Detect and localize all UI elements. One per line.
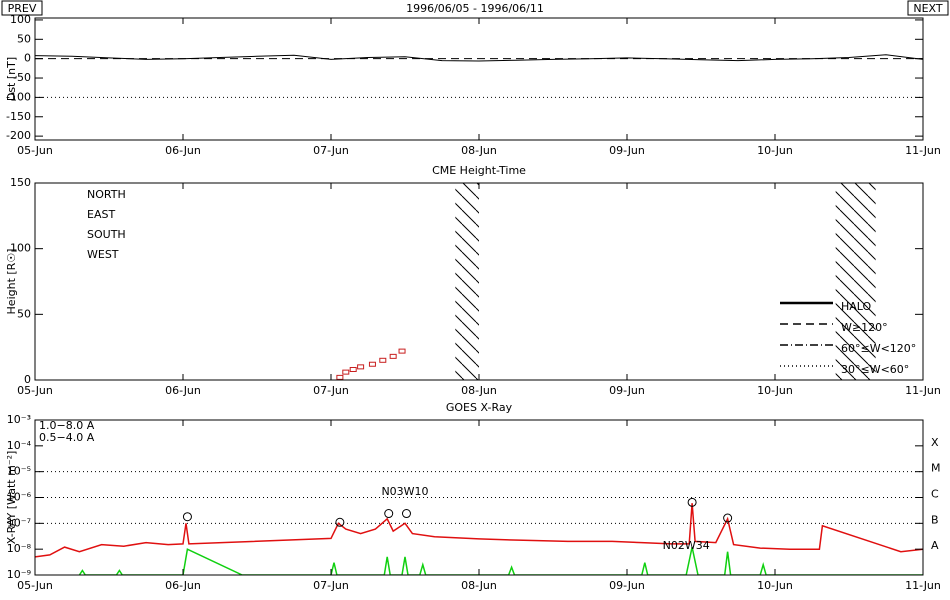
x-tick-label: 05-Jun — [17, 144, 53, 157]
x-tick-label: 11-Jun — [905, 384, 941, 397]
y-tick-label: 50 — [17, 307, 31, 320]
y-tick-label: -50 — [13, 71, 31, 84]
legend-label: SOUTH — [87, 228, 126, 241]
line-style-label: 30°≤W<60° — [841, 363, 909, 376]
y-tick-label: 0 — [24, 373, 31, 386]
series-line — [78, 546, 923, 575]
cme-point — [398, 348, 406, 354]
cme-point — [342, 369, 350, 375]
y-tick-label: 150 — [10, 176, 31, 189]
flare-class-label: B — [931, 513, 939, 526]
x-tick-label: 10-Jun — [757, 579, 793, 592]
series-line — [35, 503, 923, 558]
plot-frame — [34, 419, 924, 576]
legend-label: 0.5−4.0 A — [39, 431, 95, 444]
x-tick-label: 05-Jun — [17, 579, 53, 592]
x-tick-label: 08-Jun — [461, 579, 497, 592]
annotation: N03W10 — [381, 485, 428, 498]
x-tick-label: 10-Jun — [757, 384, 793, 397]
y-tick-label: 100 — [10, 242, 31, 255]
x-tick-label: 10-Jun — [757, 144, 793, 157]
cme-point — [357, 364, 365, 370]
flare-class-label: C — [931, 488, 939, 501]
page-title: 1996/06/05 - 1996/06/11 — [406, 2, 544, 15]
prev-button[interactable]: PREV — [1, 0, 43, 16]
y-tick-label: 10⁻³ — [7, 413, 31, 426]
x-tick-label: 06-Jun — [165, 144, 201, 157]
x-tick-label: 07-Jun — [313, 144, 349, 157]
flare-marker — [335, 517, 345, 527]
cme-point — [389, 353, 397, 359]
x-tick-label: 06-Jun — [165, 384, 201, 397]
y-tick-label: 10⁻⁵ — [7, 465, 31, 478]
x-tick-label: 07-Jun — [313, 579, 349, 592]
cme-point — [379, 357, 387, 363]
x-tick-label: 05-Jun — [17, 384, 53, 397]
flare-marker — [182, 512, 192, 522]
legend-label: EAST — [87, 208, 115, 221]
cme-point — [368, 361, 376, 367]
data-gap — [455, 183, 479, 380]
series-line — [35, 54, 923, 62]
chart-title: CME Height-Time — [432, 164, 526, 177]
next-label[interactable]: NEXT — [913, 2, 943, 15]
prev-label[interactable]: PREV — [8, 2, 37, 15]
y-axis-label: Height [R☉] — [5, 249, 18, 315]
cme-point — [336, 374, 344, 380]
x-tick-label: 09-Jun — [609, 384, 645, 397]
flare-marker — [384, 509, 394, 519]
x-tick-label: 06-Jun — [165, 579, 201, 592]
x-tick-label: 07-Jun — [313, 384, 349, 397]
plot-area — [336, 183, 876, 380]
x-tick-label: 08-Jun — [461, 384, 497, 397]
y-tick-label: -150 — [6, 110, 31, 123]
y-tick-label: 10⁻⁸ — [7, 542, 32, 555]
line-style-label: HALO — [841, 300, 872, 313]
y-axis-label: Dst [nT] — [5, 57, 18, 101]
y-tick-label: 10⁻⁷ — [7, 516, 31, 529]
y-tick-label: -200 — [6, 129, 31, 142]
y-axis-label: X-RAY [Watt m⁻²] — [5, 451, 18, 545]
line-style-label: 60°≤W<120° — [841, 342, 916, 355]
line-style-label: W≥120° — [841, 321, 888, 334]
x-tick-label: 08-Jun — [461, 144, 497, 157]
plot-area — [35, 54, 923, 98]
legend-label: NORTH — [87, 188, 126, 201]
plot-frame — [34, 182, 924, 381]
x-tick-label: 11-Jun — [905, 579, 941, 592]
data-gap — [835, 183, 876, 380]
y-tick-label: 0 — [24, 52, 31, 65]
y-tick-label: 10⁻⁹ — [7, 568, 31, 581]
cme-point — [349, 366, 357, 372]
y-tick-label: -100 — [6, 90, 31, 103]
flare-marker — [401, 509, 411, 519]
flare-marker — [723, 513, 733, 523]
legend-label: 1.0−8.0 A — [39, 419, 95, 432]
y-tick-label: 10⁻⁶ — [7, 491, 32, 504]
annotation: N02W34 — [663, 539, 710, 552]
y-tick-label: 100 — [10, 13, 31, 26]
plot-area — [35, 471, 923, 575]
x-tick-label: 11-Jun — [905, 144, 941, 157]
flare-class-label: M — [931, 462, 941, 475]
flare-class-label: X — [931, 436, 939, 449]
plot-frame — [34, 17, 924, 141]
x-tick-label: 09-Jun — [609, 144, 645, 157]
flare-class-label: A — [931, 539, 939, 552]
legend-label: WEST — [87, 248, 119, 261]
chart-title: GOES X-Ray — [446, 401, 513, 414]
y-tick-label: 50 — [17, 32, 31, 45]
y-tick-label: 10⁻⁴ — [7, 439, 32, 452]
next-button[interactable]: NEXT — [907, 0, 949, 16]
x-tick-label: 09-Jun — [609, 579, 645, 592]
flare-marker — [687, 497, 697, 507]
